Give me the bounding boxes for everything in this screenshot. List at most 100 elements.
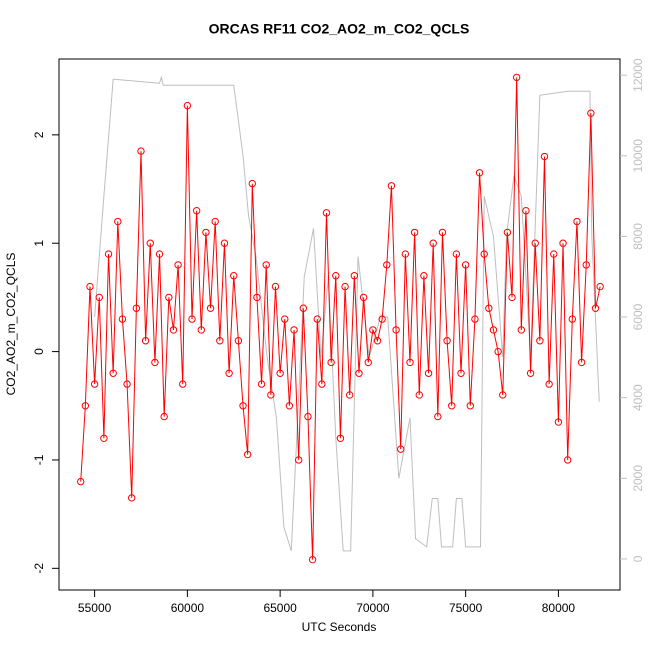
data-point [100, 434, 108, 442]
data-point [355, 369, 363, 377]
data-point [480, 250, 488, 258]
y2-tick-label: 0 [631, 555, 645, 562]
data-point [499, 391, 507, 399]
data-point [322, 209, 331, 217]
data-point [308, 555, 317, 564]
x-axis-label: UTC Seconds [302, 620, 377, 634]
data-point [239, 402, 247, 410]
data-point [118, 315, 127, 323]
data-point [438, 228, 447, 237]
data-point [299, 304, 308, 312]
data-point [568, 315, 577, 323]
data-point [582, 261, 590, 269]
data-point [267, 391, 275, 399]
data-point [512, 73, 521, 82]
data-point [563, 456, 572, 464]
data-point [160, 412, 168, 421]
data-point [471, 315, 479, 323]
data-point [192, 207, 201, 215]
data-point [234, 337, 243, 345]
x-tick-label: 55000 [78, 601, 112, 615]
data-point [262, 261, 270, 269]
data-point [378, 315, 386, 323]
data-point [401, 250, 410, 258]
data-point [346, 391, 354, 399]
data-point [183, 101, 192, 110]
data-point [141, 337, 150, 345]
x-tick-label: 75000 [449, 601, 483, 615]
data-point [165, 293, 173, 302]
data-point [587, 109, 595, 117]
data-point [137, 147, 145, 155]
data-point [373, 337, 382, 345]
data-point [410, 228, 419, 237]
data-point [383, 261, 391, 269]
data-point [155, 250, 164, 258]
data-point [443, 337, 451, 345]
y-tick-label: -2 [32, 563, 46, 574]
data-point [461, 261, 470, 269]
y-tick-label: 2 [32, 131, 46, 138]
data-point [132, 304, 141, 312]
data-point [526, 369, 535, 377]
data-point [573, 217, 581, 226]
y-tick-label: 1 [32, 240, 46, 247]
data-point [206, 304, 215, 312]
data-point [95, 293, 103, 302]
data-point [281, 315, 289, 323]
data-point [359, 293, 368, 302]
series-line [80, 77, 601, 560]
data-point [466, 402, 474, 410]
data-point [169, 326, 178, 334]
data-point [397, 445, 405, 453]
data-point [318, 380, 326, 388]
data-point [179, 380, 187, 388]
data-point [429, 239, 437, 247]
data-point [114, 217, 122, 226]
y2-tick-label: 2000 [631, 465, 645, 492]
data-point [540, 152, 549, 161]
data-point [369, 326, 377, 334]
data-point [364, 358, 372, 367]
x-tick-label: 65000 [263, 601, 297, 615]
data-point [294, 456, 303, 464]
data-point [174, 261, 182, 269]
data-point [336, 434, 345, 442]
series-line [94, 75, 600, 552]
data-point [290, 326, 298, 334]
data-point [475, 169, 484, 177]
data-point [489, 326, 498, 334]
data-point [415, 391, 423, 399]
y2-tick-label: 12000 [631, 58, 645, 92]
data-point [253, 293, 261, 302]
data-point [508, 293, 516, 302]
data-point [77, 477, 85, 486]
data-point [211, 217, 219, 226]
data-point [188, 315, 196, 323]
data-point [522, 207, 530, 215]
data-point [591, 304, 600, 312]
data-point [424, 369, 433, 377]
data-point [341, 282, 349, 291]
y2-tick-label: 6000 [631, 303, 645, 330]
data-point [420, 272, 428, 280]
data-point [545, 380, 553, 388]
data-point [494, 347, 502, 356]
data-point [350, 272, 359, 280]
plot-frame [58, 58, 621, 591]
data-point [332, 272, 340, 280]
data-point [327, 358, 335, 367]
data-point [230, 272, 238, 280]
data-point [276, 369, 284, 377]
data-point [128, 494, 136, 502]
data-point [146, 239, 154, 247]
data-point [257, 380, 266, 388]
data-point [392, 326, 400, 334]
data-point [536, 337, 544, 345]
x-tick-label: 60000 [171, 601, 205, 615]
chart-title: ORCAS RF11 CO2_AO2_m_CO2_QCLS [209, 21, 470, 37]
data-point [452, 250, 461, 258]
data-point [104, 250, 113, 258]
